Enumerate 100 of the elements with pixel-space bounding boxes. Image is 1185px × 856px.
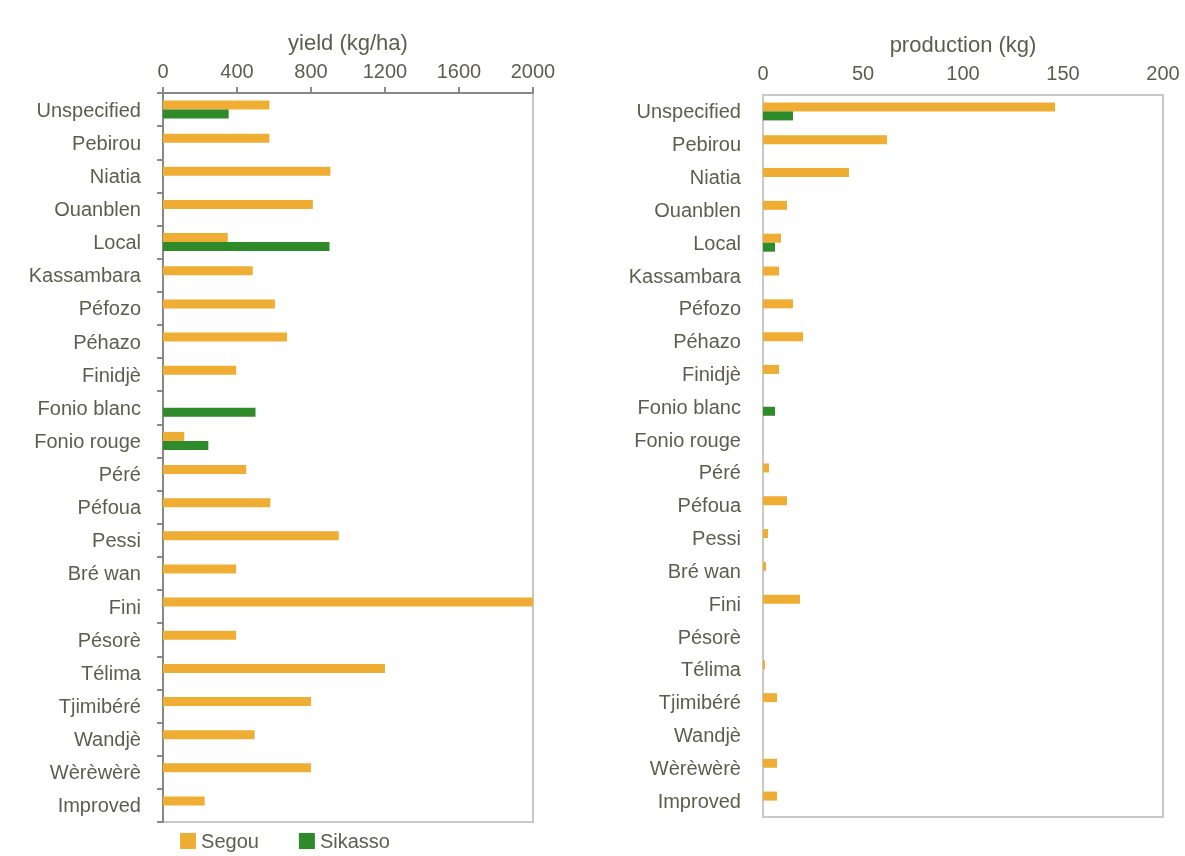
bar [163,597,533,607]
x-tick-label: 400 [220,60,254,82]
y-tick-label: Finidjè [682,362,741,385]
bar [163,199,313,209]
bar [763,529,768,539]
y-tick-label: Péfozo [78,297,141,320]
y-tick-label: Péré [698,461,741,484]
y-tick-label: Télima [80,661,142,684]
x-tick-label: 1600 [436,60,482,82]
x-tick-label: 0 [157,60,169,82]
y-tick-label: Fonio blanc [37,396,141,419]
y-tick-label: Fonio rouge [34,429,141,452]
bar [163,332,287,342]
bar [763,332,803,342]
y-tick-label: Fini [708,592,741,615]
bar [163,796,205,806]
bar [763,561,766,571]
y-tick-label: Péfozo [678,297,741,320]
bar [163,166,331,176]
y-tick-label: Unspecified [636,100,741,123]
bar [763,102,1055,112]
bar [763,168,849,178]
y-tick-label: Niatia [89,164,142,187]
y-tick-label: Ouanblen [54,197,141,220]
bar [763,135,887,145]
y-tick-label: Pésorè [677,625,741,648]
y-tick-label: Pessi [692,527,741,550]
y-tick-label: Wèrèwèrè [49,761,141,784]
x-tick-label: 200 [1146,62,1180,84]
bar [163,242,330,252]
y-tick-label: Improved [657,789,741,812]
bar [763,406,775,416]
bar [763,693,777,703]
bar [763,266,779,276]
y-tick-label: Local [93,231,141,254]
bar [763,242,775,252]
bar [163,266,253,276]
y-tick-label: Bré wan [667,559,741,582]
y-tick-label: Péfoua [77,496,142,519]
bar [163,133,270,143]
x-tick-label: 150 [1046,62,1080,84]
y-tick-label: Ouanblen [654,198,741,221]
y-tick-label: Niatia [689,166,742,189]
bar [163,663,385,673]
y-tick-label: Local [693,231,741,254]
y-tick-label: Tjimibéré [58,695,141,718]
bar [763,594,800,604]
y-tick-label: Pésorè [77,628,141,651]
y-tick-label: Péré [98,463,141,486]
bar [763,758,777,768]
x-tick-label: 50 [851,62,875,84]
x-tick-label: 1200 [362,60,408,82]
legend-label: Segou [201,830,259,852]
bar [163,233,228,243]
bar [163,100,270,110]
y-tick-label: Improved [57,794,141,817]
y-tick-label: Wandjè [73,728,141,751]
y-tick-label: Péhazo [673,330,741,353]
bar [163,440,209,450]
y-tick-label: Fini [108,595,141,618]
bar [163,730,255,740]
x-axis-title: production (kg) [889,31,1037,57]
bar [163,531,339,541]
bar [163,498,271,508]
x-axis-title: yield (kg/ha) [288,29,408,55]
y-tick-label: Finidjè [82,363,141,386]
y-tick-label: Péfoua [677,494,742,517]
bar [163,630,237,640]
y-tick-label: Kassambara [628,264,742,287]
bar [163,109,229,119]
bar [163,763,311,773]
y-tick-label: Unspecified [36,98,141,121]
bar [763,233,781,243]
y-tick-label: Télima [680,658,742,681]
legend-label: Sikasso [319,830,390,852]
y-tick-label: Péhazo [73,330,141,353]
y-tick-label: Bré wan [67,562,141,585]
y-tick-label: Pessi [92,529,141,552]
bar [163,365,237,375]
x-tick-label: 800 [294,60,328,82]
bar [763,299,793,309]
y-tick-label: Wandjè [673,723,741,746]
y-tick-label: Pebirou [72,131,141,154]
y-tick-label: Kassambara [28,264,142,287]
y-tick-label: Fonio blanc [637,395,741,418]
y-tick-label: Pebirou [672,133,741,156]
y-tick-label: Wèrèwèrè [649,756,741,779]
y-tick-label: Tjimibéré [658,691,741,714]
bar [163,465,247,475]
bar [163,564,237,574]
x-tick-label: 100 [946,62,980,84]
bar [763,364,779,374]
bar [763,463,769,473]
x-tick-label: 0 [757,62,769,84]
bar [163,407,256,417]
bar [763,496,787,506]
bar [163,697,311,707]
bar [163,431,185,441]
y-tick-label: Fonio rouge [634,428,741,451]
bar [163,299,275,309]
